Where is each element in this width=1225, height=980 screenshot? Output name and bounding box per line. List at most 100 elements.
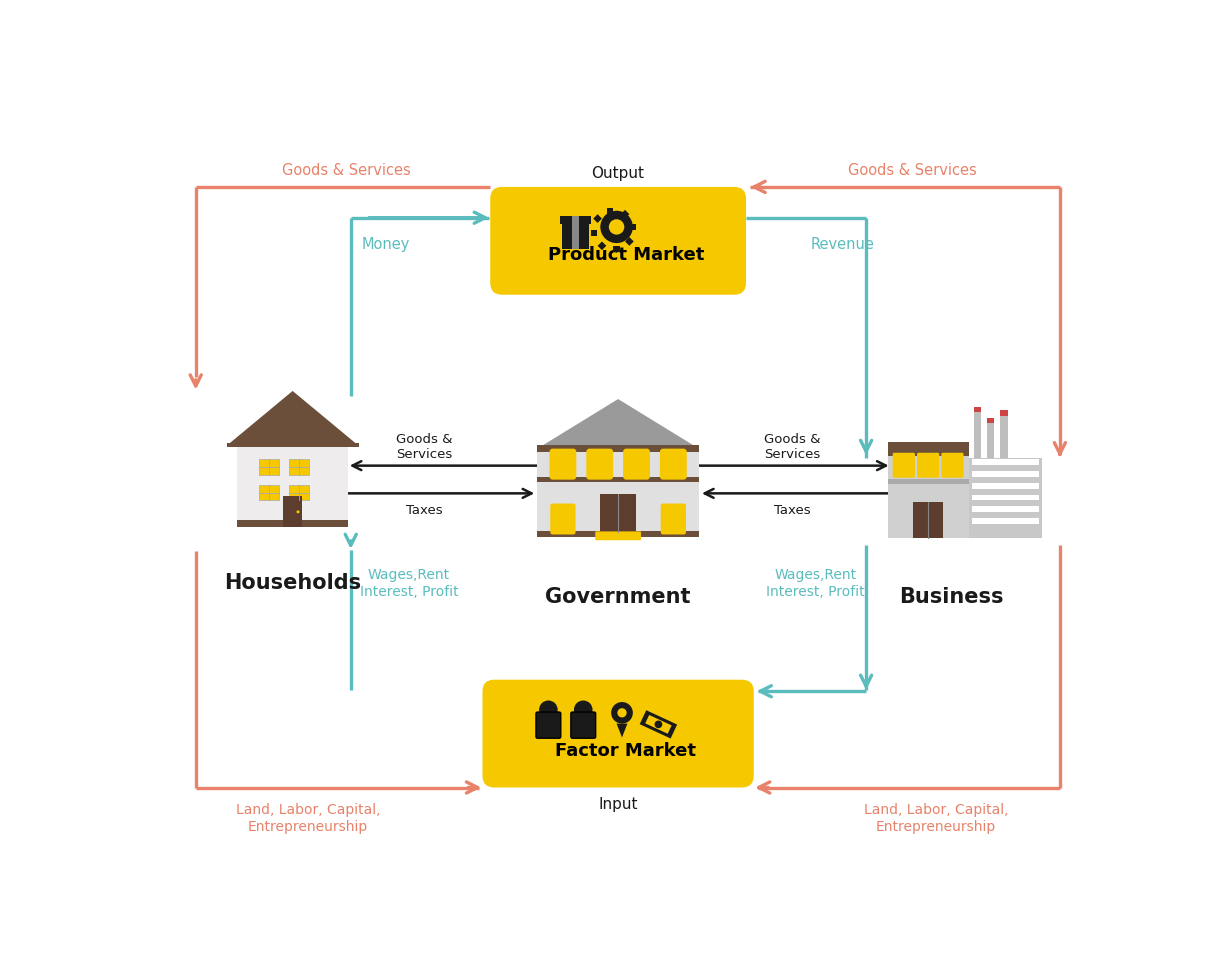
Bar — [614, 246, 620, 253]
Bar — [600, 494, 636, 532]
FancyArrowPatch shape — [345, 489, 532, 498]
Bar — [971, 471, 1039, 477]
Bar — [289, 485, 309, 500]
Text: Taxes: Taxes — [774, 504, 811, 516]
FancyArrowPatch shape — [861, 440, 872, 452]
Text: Goods &
Services: Goods & Services — [396, 433, 452, 462]
FancyArrowPatch shape — [369, 212, 485, 223]
Bar — [590, 230, 598, 236]
Circle shape — [296, 511, 300, 514]
FancyArrowPatch shape — [345, 534, 356, 546]
FancyBboxPatch shape — [490, 187, 746, 295]
Bar — [560, 217, 590, 223]
FancyBboxPatch shape — [571, 712, 595, 738]
FancyArrowPatch shape — [698, 462, 886, 470]
Bar — [260, 485, 279, 500]
Text: Wages,Rent
Interest, Profit: Wages,Rent Interest, Profit — [360, 567, 458, 599]
Bar — [888, 443, 969, 538]
Bar — [971, 483, 1039, 489]
Text: Taxes: Taxes — [405, 504, 442, 516]
FancyArrowPatch shape — [758, 782, 769, 793]
Bar — [572, 223, 578, 249]
FancyBboxPatch shape — [595, 531, 641, 540]
Text: Goods &
Services: Goods & Services — [764, 433, 821, 462]
Bar — [971, 436, 1039, 442]
Polygon shape — [537, 399, 699, 449]
FancyBboxPatch shape — [537, 712, 561, 738]
Text: Government: Government — [545, 587, 691, 607]
Bar — [971, 460, 1039, 465]
FancyArrowPatch shape — [467, 782, 478, 793]
Bar — [561, 223, 589, 249]
Text: Goods & Services: Goods & Services — [283, 163, 412, 177]
Bar — [593, 215, 601, 222]
Bar — [987, 417, 995, 422]
Circle shape — [600, 211, 633, 243]
Bar — [971, 495, 1039, 501]
Text: Output: Output — [592, 166, 644, 180]
Circle shape — [611, 702, 633, 723]
Circle shape — [617, 709, 627, 717]
Bar — [971, 507, 1039, 513]
Bar — [625, 237, 633, 246]
FancyBboxPatch shape — [587, 449, 614, 479]
Text: Product Market: Product Market — [548, 246, 704, 264]
Text: Households: Households — [224, 573, 361, 594]
FancyArrowPatch shape — [1055, 443, 1066, 455]
FancyArrowPatch shape — [353, 462, 538, 470]
Bar — [289, 460, 309, 475]
Bar — [974, 407, 981, 412]
Bar — [987, 417, 995, 458]
Bar — [914, 502, 943, 538]
Text: Business: Business — [899, 587, 1003, 607]
Bar — [971, 517, 1039, 523]
FancyBboxPatch shape — [550, 504, 576, 534]
FancyBboxPatch shape — [483, 680, 753, 788]
Bar — [630, 223, 636, 230]
Text: Goods & Services: Goods & Services — [848, 163, 978, 177]
Bar — [572, 217, 578, 223]
Bar — [260, 460, 279, 475]
Circle shape — [539, 701, 557, 719]
Bar — [1001, 411, 1008, 416]
Bar — [227, 443, 359, 447]
Bar — [971, 448, 1039, 454]
FancyBboxPatch shape — [941, 453, 964, 478]
Text: Wages,Rent
Interest, Profit: Wages,Rent Interest, Profit — [767, 567, 865, 599]
Text: Input: Input — [598, 797, 638, 811]
Bar — [888, 479, 969, 484]
Text: Land, Labor, Capital,
Entrepreneurship: Land, Labor, Capital, Entrepreneurship — [236, 803, 381, 834]
Bar — [598, 241, 606, 250]
Polygon shape — [616, 723, 627, 738]
Bar — [621, 210, 630, 219]
Bar — [608, 208, 614, 214]
Circle shape — [575, 701, 593, 719]
Circle shape — [654, 720, 663, 728]
FancyArrowPatch shape — [861, 675, 872, 686]
Circle shape — [609, 220, 625, 234]
FancyBboxPatch shape — [624, 449, 650, 479]
FancyArrowPatch shape — [755, 181, 766, 192]
Text: Money: Money — [361, 237, 410, 252]
Bar — [537, 449, 699, 537]
FancyBboxPatch shape — [893, 453, 915, 478]
Bar — [888, 442, 969, 457]
Bar — [974, 407, 981, 458]
FancyBboxPatch shape — [660, 504, 686, 534]
Bar — [537, 531, 699, 537]
Text: Revenue: Revenue — [811, 237, 875, 252]
Bar — [537, 477, 699, 482]
FancyBboxPatch shape — [550, 449, 576, 479]
Bar — [283, 497, 301, 527]
FancyArrowPatch shape — [704, 489, 893, 498]
Bar — [646, 715, 671, 734]
FancyArrowPatch shape — [761, 686, 772, 697]
Bar — [236, 519, 348, 527]
Bar — [537, 445, 699, 452]
Bar — [969, 458, 1042, 538]
Bar — [639, 710, 677, 739]
Text: Factor Market: Factor Market — [555, 742, 696, 760]
Polygon shape — [227, 391, 359, 446]
Bar — [1001, 411, 1008, 458]
Text: Land, Labor, Capital,
Entrepreneurship: Land, Labor, Capital, Entrepreneurship — [864, 803, 1008, 834]
